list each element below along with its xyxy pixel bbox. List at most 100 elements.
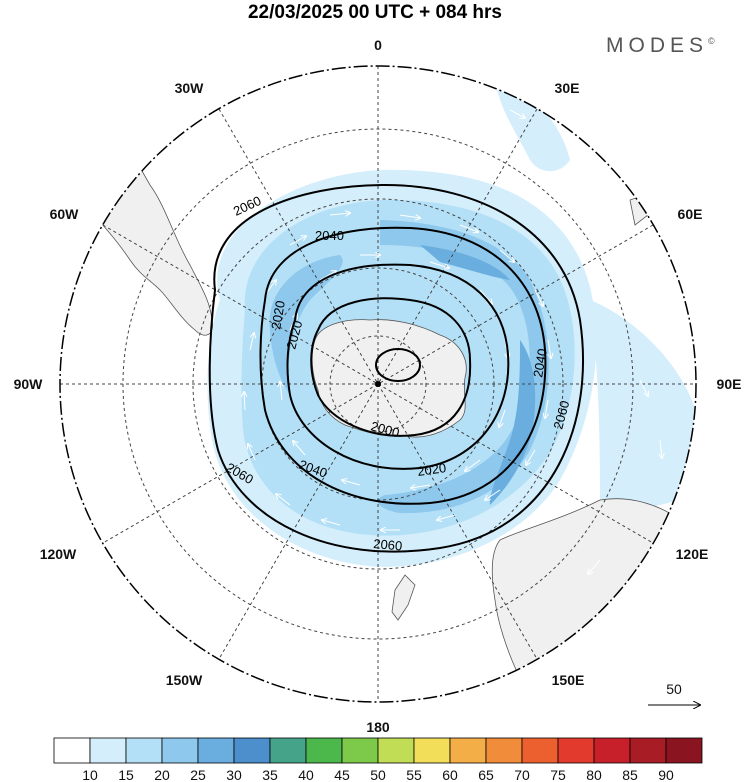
colorbar-cell bbox=[449, 737, 487, 764]
colorbar-tick-label: 65 bbox=[478, 767, 494, 782]
colorbar-tick-label: 30 bbox=[226, 767, 242, 782]
lon-label-0: 0 bbox=[374, 37, 382, 53]
lon-label-60w: 60W bbox=[50, 206, 80, 222]
wind-arrow bbox=[342, 480, 361, 486]
colorbar-cell bbox=[233, 737, 271, 764]
wind-arrow bbox=[411, 485, 431, 488]
colorbar-cell bbox=[557, 737, 595, 764]
new-zealand bbox=[391, 574, 416, 621]
colorbar-cell bbox=[53, 737, 91, 764]
contour-inner-low bbox=[375, 348, 421, 382]
colorbar-cell bbox=[521, 737, 559, 764]
wind-band-30-b bbox=[420, 245, 510, 280]
colorbar-tick-label: 35 bbox=[262, 767, 278, 782]
colorbar-tick-label: 45 bbox=[334, 767, 350, 782]
wind-arrow bbox=[485, 489, 501, 500]
wind-arrow bbox=[660, 439, 662, 458]
wind-arrow bbox=[244, 392, 245, 411]
wind-vectors bbox=[244, 109, 662, 613]
contour-2060 bbox=[208, 183, 584, 553]
colorbar-cell bbox=[665, 737, 703, 764]
colorbar-cell bbox=[413, 737, 451, 764]
antarctica bbox=[311, 319, 467, 438]
wind-arrow bbox=[319, 271, 336, 281]
lon-label-90e: 90E bbox=[717, 376, 742, 392]
colorbar-tick-label: 40 bbox=[298, 767, 314, 782]
colorbar-ticks: 10 15 20 25 30 35 40 45 50 55 60 65 70 75 80 85 90 bbox=[82, 767, 674, 782]
colorbar-tick-label: 75 bbox=[550, 767, 566, 782]
wind-arrow bbox=[545, 399, 548, 418]
colorbar: 10 15 20 25 30 35 40 45 50 55 60 65 70 75 80 85 90 bbox=[53, 737, 703, 782]
lon-label-120w: 120W bbox=[40, 546, 77, 562]
contour-label: 2020 bbox=[416, 460, 447, 479]
colorbar-tick-label: 60 bbox=[442, 767, 458, 782]
colorbar-cell bbox=[89, 737, 127, 764]
contour-2020 bbox=[286, 263, 510, 470]
south-pole-marker bbox=[375, 381, 381, 387]
wind-arrow bbox=[248, 444, 256, 461]
wind-arrow bbox=[249, 333, 254, 351]
colorbar-tick-label: 50 bbox=[370, 767, 386, 782]
lon-label-90w: 90W bbox=[14, 376, 44, 392]
wind-arrow bbox=[289, 236, 306, 246]
colorbar-tick-label: 25 bbox=[190, 767, 206, 782]
colorbar-cell bbox=[485, 737, 523, 764]
colorbar-tick-label: 10 bbox=[82, 767, 98, 782]
brand-logo: MODES© bbox=[606, 34, 715, 58]
colorbar-cell bbox=[269, 737, 307, 764]
wind-band-15-ne bbox=[495, 80, 570, 172]
lon-label-150w: 150W bbox=[166, 672, 203, 688]
height-contours bbox=[208, 183, 584, 553]
contour-label: 2040 bbox=[315, 228, 344, 243]
australia bbox=[491, 498, 696, 702]
contour-label: 2040 bbox=[530, 347, 550, 378]
colorbar-cell bbox=[305, 737, 343, 764]
wind-arrow bbox=[322, 520, 341, 526]
wind-band-15-e bbox=[590, 300, 696, 520]
lon-label-120e: 120E bbox=[676, 546, 709, 562]
colorbar-cells bbox=[53, 737, 703, 764]
lon-label-30w: 30W bbox=[175, 80, 205, 96]
wind-arrow bbox=[437, 514, 456, 520]
wind-arrow bbox=[534, 289, 543, 306]
wind-band-30 bbox=[489, 340, 536, 505]
colorbar-tick-label: 15 bbox=[118, 767, 134, 782]
map-border bbox=[59, 65, 697, 703]
colorbar-tick-label: 55 bbox=[406, 767, 422, 782]
wind-arrow bbox=[588, 559, 601, 574]
wind-reference-vector: 50 bbox=[648, 681, 700, 705]
contour-label: 2020 bbox=[268, 299, 288, 330]
lon-label-150e: 150E bbox=[552, 672, 585, 688]
colorbar-cell bbox=[377, 737, 415, 764]
colorbar-tick-label: 80 bbox=[586, 767, 602, 782]
contour-label: 2020 bbox=[283, 319, 305, 351]
colorbar-cell bbox=[125, 737, 163, 764]
contour-2000 bbox=[310, 297, 472, 437]
contour-2040 bbox=[259, 226, 547, 505]
colorbar-cell bbox=[593, 737, 631, 764]
colorbar-cell bbox=[161, 737, 199, 764]
lon-label-180: 180 bbox=[366, 719, 390, 735]
colorbar-cell bbox=[341, 737, 379, 764]
copyright-mark: © bbox=[708, 36, 715, 46]
colorbar-tick-label: 85 bbox=[622, 767, 638, 782]
colorbar-cell bbox=[629, 737, 667, 764]
colorbar-tick-label: 90 bbox=[658, 767, 674, 782]
wind-band-25 bbox=[377, 220, 549, 514]
longitude-labels: 0 180 90W 90E 30W 60W 120W 150W 30E 60E … bbox=[14, 37, 742, 735]
wind-arrow bbox=[509, 109, 525, 118]
lon-label-30e: 30E bbox=[555, 80, 580, 96]
wind-arrow bbox=[293, 441, 306, 456]
wind-arrow bbox=[465, 459, 481, 471]
contour-label: 2060 bbox=[373, 536, 403, 553]
wind-arrow bbox=[429, 261, 449, 268]
brand-text: MODES bbox=[606, 34, 709, 57]
wind-arrow bbox=[459, 224, 478, 232]
wind-arrow bbox=[329, 213, 350, 215]
wind-arrow bbox=[526, 449, 536, 465]
colorbar-cell bbox=[197, 737, 235, 764]
wind-arrow bbox=[499, 249, 514, 262]
wind-arrow bbox=[639, 379, 648, 396]
lon-label-60e: 60E bbox=[678, 206, 703, 222]
